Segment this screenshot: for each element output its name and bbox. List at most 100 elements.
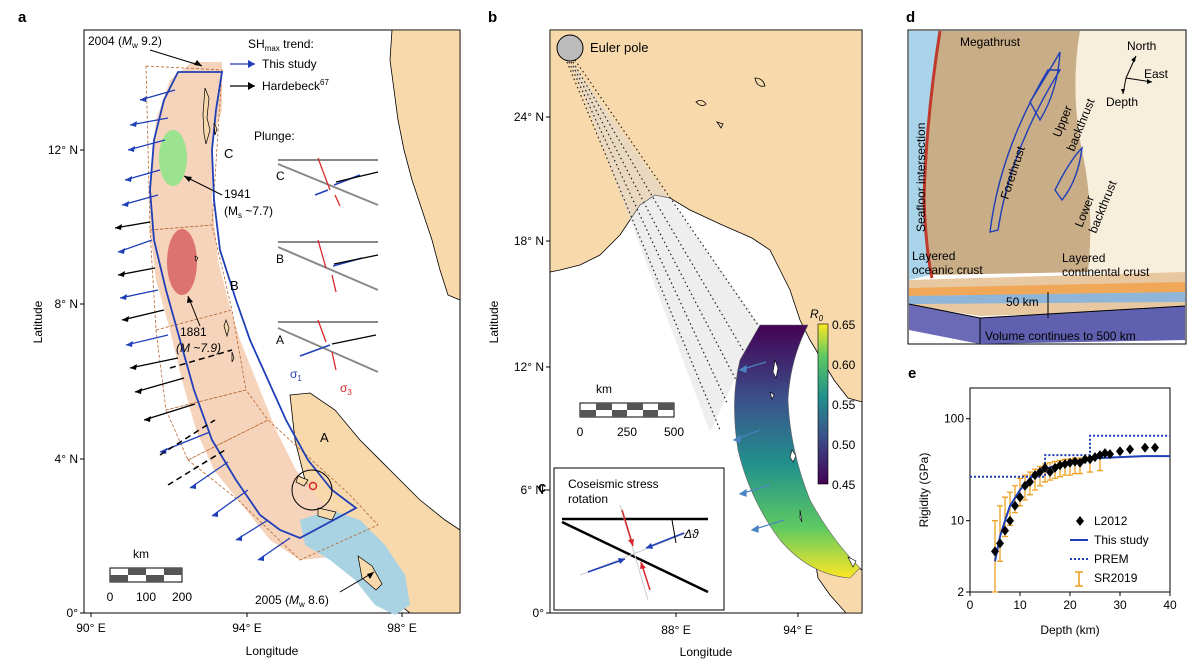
label-50km: 50 km [1006, 295, 1039, 309]
island-outlines [695, 77, 766, 129]
legend-errorbar-marker [1075, 571, 1083, 587]
y-axis-label: Rigidity (GPa) [917, 453, 931, 528]
colorbar-tick: 0.50 [832, 438, 856, 452]
upper-backthrust-outline [1029, 51, 1061, 122]
y-tick-label: 2 [957, 585, 964, 599]
lat-tick: 0° [67, 606, 79, 620]
l2012-point [1116, 446, 1124, 457]
plunge-label: Plunge: [254, 129, 295, 143]
r0-field [734, 324, 861, 579]
lower-backthrust-outline [1054, 146, 1083, 202]
lon-tick: 90° E [76, 621, 105, 635]
panel-e-legend: L2012 This study PREM SR2019 [1070, 514, 1149, 587]
l2012-point [1096, 450, 1104, 461]
x-axis-label: Depth (km) [1040, 623, 1099, 637]
plunge-a: A [276, 333, 284, 347]
l2012-point [1006, 515, 1014, 526]
label-1881-year: 1881 [180, 325, 207, 339]
y-tick-label: 10 [951, 514, 965, 528]
label-seafloor: Seafloor intersection [914, 123, 928, 232]
lat-tick: 24° N [514, 110, 544, 124]
panel-e-chart: e Depth (km) Rigidity (GPa) 0 10 20 30 40 2 10… [908, 365, 1177, 637]
label-1941-year: 1941 [224, 187, 251, 201]
scale-tick: 100 [136, 590, 156, 604]
l2012-point [1076, 457, 1084, 468]
l2012-point [1071, 456, 1079, 467]
panel-b: b Euler pole [487, 9, 863, 659]
epicenter-dot [308, 481, 318, 491]
compass-north: North [1127, 39, 1156, 53]
compass: North East Depth [1106, 39, 1169, 109]
legend-l2012: L2012 [1094, 514, 1128, 528]
panel-e-ticks: 0 10 20 30 40 2 10 100 [944, 412, 1177, 612]
euler-pole-label: Euler pole [590, 40, 649, 55]
x-tick-label: 10 [1013, 598, 1027, 612]
lon-tick: 94° E [232, 621, 261, 635]
l2012-point [1036, 467, 1044, 478]
label-volume: Volume continues to 500 km [985, 329, 1136, 343]
colorbar-tick: 0.55 [832, 398, 856, 412]
region-b: B [230, 278, 239, 293]
legend-hardebeck: Hardebeck67 [262, 78, 329, 93]
panel-c-inset: c Coseismic stress rotation Δϑ [538, 467, 725, 611]
layer-3 [909, 292, 1185, 304]
angle-label: Δϑ [683, 527, 699, 541]
ellipse-1881 [167, 229, 197, 295]
rupture-2005 [300, 510, 410, 615]
legend-this-study: This study [1094, 533, 1149, 547]
panel-b-axes: 0° 6° N 12° N 18° N 24° N 88° E 94° E Lo… [487, 110, 813, 659]
panel-a-scale-bar: km 0 100 200 [107, 547, 193, 604]
islands [194, 87, 383, 591]
legend-this-study: This study [262, 57, 317, 71]
legend-prem: PREM [1094, 552, 1129, 566]
lat-tick: 6° N [521, 483, 544, 497]
panel-a-axes: 0° 4° N 8° N 12° N 90° E 94° E 98° E Lon… [31, 143, 417, 658]
arrow-2004 [149, 49, 203, 67]
l2012-point [1021, 480, 1029, 491]
panel-c-title-2: rotation [568, 492, 608, 506]
colorbar-tick: 0.60 [832, 358, 856, 372]
l2012-point [1001, 525, 1009, 536]
legend-title: SHmax trend: [248, 37, 314, 53]
x-tick-label: 20 [1063, 598, 1077, 612]
l2012-point [991, 546, 999, 557]
lon-tick: 88° E [661, 623, 690, 637]
lat-tick: 18° N [514, 234, 544, 248]
scale-tick: 0 [577, 425, 584, 439]
compass-east: East [1144, 67, 1169, 81]
y-axis-label: Latitude [487, 300, 501, 343]
x-tick-label: 0 [967, 598, 974, 612]
colorbar-tick: 0.65 [832, 318, 856, 332]
r0-colorbar: R0 0.65 0.60 0.55 0.50 0.45 [810, 307, 856, 492]
panel-a-annotations: 2004 (Mw 9.2) 1941 (Ms ~7.7) 1881 (M ~7.… [88, 34, 375, 609]
label-2004: 2004 (Mw 9.2) [88, 34, 162, 50]
plunge-insets: Plunge: C B A σ1 σ3 [254, 129, 379, 397]
panel-d: d Megathrust Seafloor intersection Foret… [906, 9, 1187, 345]
label-oceanic-crust: oceanic crust [912, 263, 983, 277]
r0-islands [769, 358, 857, 568]
y-axis-label: Latitude [31, 300, 45, 343]
dashed-lines [159, 349, 233, 486]
rotation-fan [570, 60, 760, 432]
lat-tick: 12° N [514, 360, 544, 374]
label-continental-crust: continental crust [1062, 265, 1150, 279]
lat-tick: 8° N [55, 297, 78, 311]
colorbar-title: R0 [810, 307, 824, 323]
lon-tick: 98° E [387, 621, 416, 635]
l2012-point [1101, 448, 1109, 459]
land-myanmar [389, 29, 461, 301]
wedge-region [924, 31, 1091, 275]
legend-sr2019: SR2019 [1094, 571, 1138, 585]
trench-outline [149, 71, 358, 539]
sigma1-label: σ1 [290, 367, 302, 383]
x-axis-label: Longitude [680, 645, 733, 659]
l2012-point [1141, 442, 1149, 453]
region-a: A [320, 430, 329, 445]
label-layered: Layered [912, 249, 955, 263]
plunge-c: C [276, 169, 285, 183]
scale-tick: 250 [617, 425, 637, 439]
l2012-point [1106, 449, 1114, 460]
label-1941-mag: (Ms ~7.7) [224, 204, 273, 220]
panel-c-letter: c [538, 479, 546, 496]
l2012-point [1086, 454, 1094, 465]
